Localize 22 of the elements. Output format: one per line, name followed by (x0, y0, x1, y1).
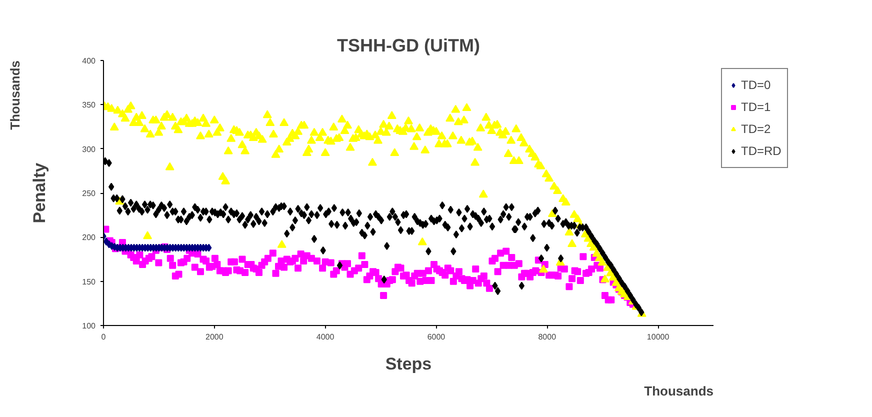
x-tick-label: 4000 (316, 332, 335, 342)
y-tick-label: 200 (82, 233, 96, 242)
legend-label: TD=1 (741, 100, 771, 114)
text: Thousands (8, 60, 22, 130)
y-tick-label: 400 (82, 56, 96, 66)
legend-label: TD=RD (741, 144, 782, 158)
y-tick-label: 100 (82, 322, 96, 330)
text: Thousands (644, 384, 714, 398)
x-tick-label: 8000 (538, 332, 557, 342)
x-tick-label: 6000 (427, 332, 446, 342)
legend-label: TD=2 (741, 122, 771, 136)
y-axis-title: Penalty (30, 162, 50, 224)
y-tick-label: 150 (82, 277, 96, 286)
y-tick-label: 300 (82, 144, 96, 154)
y-tick-label: 350 (82, 100, 96, 110)
x-tick-label: 0 (101, 332, 106, 342)
x-tick-label: 10000 (646, 332, 670, 342)
x-tick-label: 2000 (206, 332, 224, 342)
chart-title: TSHH-GD (UiTM) (337, 36, 480, 56)
legend-label: TD=0 (741, 78, 771, 92)
y-tick-label: 250 (82, 189, 96, 198)
x-axis-title: Steps (385, 354, 432, 374)
